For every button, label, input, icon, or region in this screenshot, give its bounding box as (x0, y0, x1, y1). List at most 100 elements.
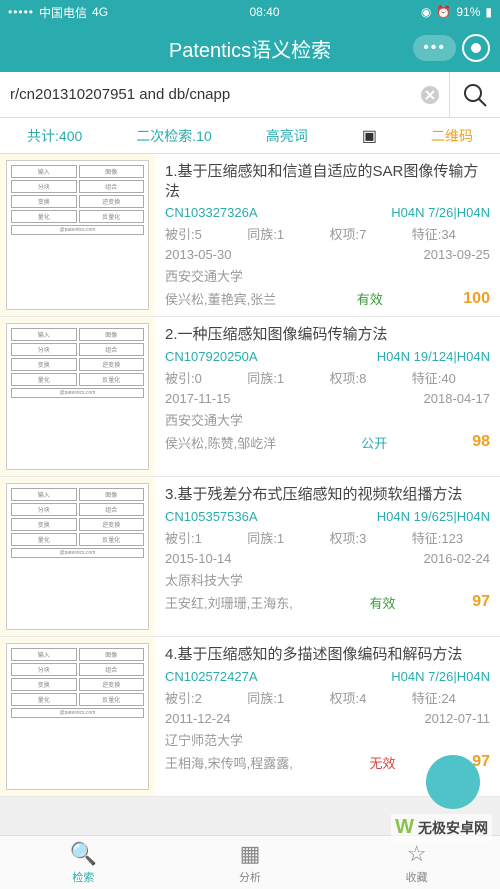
family-count: 同族:1 (247, 528, 325, 547)
tab-label: 收藏 (406, 869, 428, 885)
status-badge: 公开 (361, 433, 387, 452)
result-title: 2.一种压缩感知图像编码传输方法 (165, 325, 490, 345)
organization: 太原科技大学 (165, 570, 490, 589)
cited-count: 被引:5 (165, 224, 243, 243)
location-icon: ◉ (421, 5, 431, 19)
organization: 西安交通大学 (165, 410, 490, 429)
tab-label: 分析 (239, 869, 261, 885)
floating-action-button[interactable] (426, 755, 480, 809)
result-item[interactable]: 输入图像 分块组合 变换逆变换 量化反量化 @patentics.com 3.基… (0, 477, 500, 637)
tab-analysis[interactable]: ▦ 分析 (167, 836, 334, 889)
relevance-score: 100 (463, 290, 490, 308)
result-title: 3.基于残差分布式压缩感知的视频软组播方法 (165, 485, 490, 505)
result-thumbnail: 输入图像 分块组合 变换逆变换 量化反量化 @patentics.com (0, 317, 155, 476)
network: 4G (92, 5, 108, 19)
carrier: 中国电信 (39, 4, 87, 21)
tab-bar: 🔍 检索 ▦ 分析 ☆ 收藏 (0, 835, 500, 889)
menu-button[interactable]: ••• (413, 35, 456, 61)
battery-text: 91% (456, 5, 480, 19)
search-button[interactable] (450, 72, 500, 117)
filter-total[interactable]: 共计:400 (27, 126, 82, 146)
battery-icon: ▮ (485, 5, 492, 19)
favorites-tab-icon: ☆ (407, 841, 427, 867)
close-icon (420, 85, 440, 105)
page-title: Patentics语义检索 (169, 34, 331, 63)
grid-icon[interactable]: ▣ (362, 126, 377, 146)
result-thumbnail: 输入图像 分块组合 变换逆变换 量化反量化 @patentics.com (0, 477, 155, 636)
status-bar: ••••• 中国电信 4G 08:40 ◉ ⏰ 91% ▮ (0, 0, 500, 24)
organization: 辽宁师范大学 (165, 730, 490, 749)
patent-code: CN107920250A (165, 349, 258, 364)
cited-count: 被引:1 (165, 528, 243, 547)
patent-classification: H04N 19/625|H04N (377, 509, 490, 524)
cited-count: 被引:2 (165, 688, 243, 707)
analysis-tab-icon: ▦ (240, 841, 261, 867)
claims-count: 权项:4 (330, 688, 408, 707)
result-thumbnail: 输入图像 分块组合 变换逆变换 量化反量化 @patentics.com (0, 154, 155, 316)
filter-secondary[interactable]: 二次检索.10 (136, 126, 211, 146)
patent-code: CN105357536A (165, 509, 258, 524)
filter-highlight[interactable]: 高亮词 (266, 126, 308, 146)
features-count: 特征:34 (412, 224, 490, 243)
date-published: 2016-02-24 (424, 551, 491, 566)
signal-dots: ••••• (8, 5, 34, 19)
result-details: 1.基于压缩感知和信道自适应的SAR图像传输方法 CN103327326A H0… (155, 154, 500, 316)
claims-count: 权项:8 (330, 368, 408, 387)
status-badge: 有效 (357, 289, 383, 308)
search-input[interactable]: r/cn201310207951 and db/cnapp (0, 72, 410, 117)
tab-search[interactable]: 🔍 检索 (0, 836, 167, 889)
status-badge: 有效 (370, 593, 396, 612)
result-item[interactable]: 输入图像 分块组合 变换逆变换 量化反量化 @patentics.com 1.基… (0, 154, 500, 317)
date-published: 2012-07-11 (424, 711, 490, 726)
features-count: 特征:123 (412, 528, 490, 547)
target-button[interactable] (462, 34, 490, 62)
date-filed: 2011-12-24 (165, 711, 231, 726)
patent-classification: H04N 7/26|H04N (391, 669, 490, 684)
cited-count: 被引:0 (165, 368, 243, 387)
result-item[interactable]: 输入图像 分块组合 变换逆变换 量化反量化 @patentics.com 2.一… (0, 317, 500, 477)
features-count: 特征:40 (412, 368, 490, 387)
date-filed: 2013-05-30 (165, 247, 232, 262)
result-thumbnail: 输入图像 分块组合 变换逆变换 量化反量化 @patentics.com (0, 637, 155, 796)
claims-count: 权项:7 (330, 224, 408, 243)
search-tab-icon: 🔍 (70, 841, 97, 867)
authors: 王安红,刘珊珊,王海东, (165, 593, 293, 612)
patent-code: CN102572427A (165, 669, 258, 684)
date-filed: 2017-11-15 (165, 391, 231, 406)
date-published: 2018-04-17 (424, 391, 491, 406)
patent-classification: H04N 19/124|H04N (377, 349, 490, 364)
date-published: 2013-09-25 (424, 247, 491, 262)
claims-count: 权项:3 (330, 528, 408, 547)
patent-code: CN103327326A (165, 205, 258, 220)
authors: 侯兴松,陈赞,邹屹洋 (165, 433, 276, 452)
authors: 侯兴松,董艳宾,张兰 (165, 289, 276, 308)
organization: 西安交通大学 (165, 266, 490, 285)
search-icon (462, 82, 488, 108)
clear-button[interactable] (410, 72, 450, 117)
watermark-logo: W (395, 816, 414, 839)
result-details: 2.一种压缩感知图像编码传输方法 CN107920250A H04N 19/12… (155, 317, 500, 476)
status-time: 08:40 (249, 5, 279, 19)
authors: 王相海,宋传鸣,程露露, (165, 753, 293, 772)
filter-bar: 共计:400 二次检索.10 高亮词 ▣ 二维码 (0, 118, 500, 154)
status-badge: 无效 (370, 753, 396, 772)
results-list: 输入图像 分块组合 变换逆变换 量化反量化 @patentics.com 1.基… (0, 154, 500, 797)
alarm-icon: ⏰ (436, 5, 451, 19)
tab-favorites[interactable]: ☆ 收藏 (333, 836, 500, 889)
result-title: 4.基于压缩感知的多描述图像编码和解码方法 (165, 645, 490, 665)
patent-classification: H04N 7/26|H04N (391, 205, 490, 220)
result-details: 3.基于残差分布式压缩感知的视频软组播方法 CN105357536A H04N … (155, 477, 500, 636)
search-row: r/cn201310207951 and db/cnapp (0, 72, 500, 118)
watermark: W 无极安卓网 (391, 814, 492, 841)
features-count: 特征:24 (412, 688, 490, 707)
header: Patentics语义检索 ••• (0, 24, 500, 72)
filter-qrcode[interactable]: 二维码 (431, 126, 473, 146)
family-count: 同族:1 (247, 688, 325, 707)
family-count: 同族:1 (247, 224, 325, 243)
relevance-score: 97 (472, 593, 490, 611)
tab-label: 检索 (72, 869, 94, 885)
date-filed: 2015-10-14 (165, 551, 232, 566)
watermark-text: 无极安卓网 (418, 818, 488, 838)
result-item[interactable]: 输入图像 分块组合 变换逆变换 量化反量化 @patentics.com 4.基… (0, 637, 500, 797)
family-count: 同族:1 (247, 368, 325, 387)
